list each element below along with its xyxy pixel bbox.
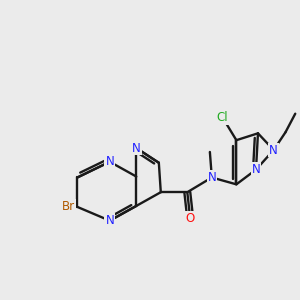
- Text: N: N: [252, 163, 260, 176]
- Text: Br: Br: [62, 200, 75, 213]
- Text: N: N: [132, 142, 141, 154]
- Text: Cl: Cl: [217, 111, 228, 124]
- Text: O: O: [186, 212, 195, 225]
- Text: N: N: [105, 214, 114, 227]
- Text: N: N: [208, 171, 216, 184]
- Text: N: N: [269, 143, 278, 157]
- Text: N: N: [105, 155, 114, 168]
